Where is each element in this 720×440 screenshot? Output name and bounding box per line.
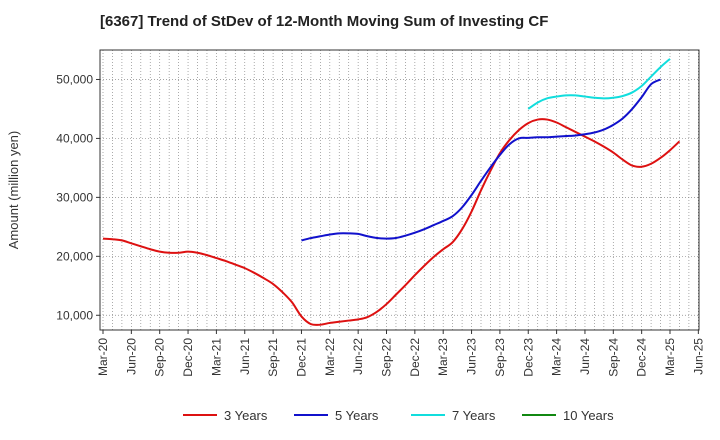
series-line-3-years bbox=[102, 118, 681, 326]
x-tick-label: Sep-23 bbox=[493, 338, 507, 377]
x-tick-label: Mar-24 bbox=[550, 338, 564, 376]
x-tick-label: Jun-22 bbox=[351, 338, 365, 375]
x-tick-label: Dec-20 bbox=[181, 338, 195, 377]
y-tick-label: 10,000 bbox=[56, 308, 93, 322]
x-tick-label: Sep-24 bbox=[606, 338, 620, 377]
x-tick-label: Jun-20 bbox=[124, 338, 138, 375]
chart-title: [6367] Trend of StDev of 12-Month Moving… bbox=[100, 13, 548, 30]
x-axis: Mar-20 Jun-20 Sep-20 Dec-20 Mar-21 Jun-21 Sep-… bbox=[96, 330, 705, 377]
x-tick-label: Mar-25 bbox=[663, 338, 677, 376]
x-tick-label: Jun-21 bbox=[238, 338, 252, 375]
series-line-7-years bbox=[527, 58, 671, 110]
y-tick-label: 40,000 bbox=[56, 131, 93, 145]
y-axis-label: Amount (million yen) bbox=[6, 131, 21, 250]
x-tick-label: Sep-20 bbox=[153, 338, 167, 377]
x-tick-label: Sep-22 bbox=[380, 338, 394, 377]
x-tick-label: Jun-23 bbox=[465, 338, 479, 375]
legend-label-3-years: 3 Years bbox=[224, 408, 268, 423]
x-tick-label: Jun-25 bbox=[691, 338, 705, 375]
y-axis: 10,000 20,000 30,000 40,000 50,000 bbox=[56, 72, 100, 322]
x-tick-label: Dec-24 bbox=[635, 338, 649, 377]
x-tick-label: Mar-23 bbox=[436, 338, 450, 376]
legend-label-10-years: 10 Years bbox=[563, 408, 614, 423]
plot-area bbox=[99, 49, 700, 331]
x-tick-label: Mar-22 bbox=[323, 338, 337, 376]
legend: 3 Years 5 Years 7 Years 10 Years bbox=[183, 408, 614, 423]
x-tick-label: Dec-23 bbox=[521, 338, 535, 377]
gridlines bbox=[100, 50, 699, 330]
y-tick-label: 30,000 bbox=[56, 190, 93, 204]
x-tick-label: Dec-21 bbox=[294, 338, 308, 377]
x-tick-label: Jun-24 bbox=[578, 338, 592, 375]
series-line-5-years bbox=[301, 78, 661, 242]
x-tick-label: Mar-21 bbox=[209, 338, 223, 376]
legend-label-5-years: 5 Years bbox=[335, 408, 379, 423]
x-tick-label: Sep-21 bbox=[266, 338, 280, 377]
legend-label-7-years: 7 Years bbox=[452, 408, 496, 423]
x-tick-label: Dec-22 bbox=[408, 338, 422, 377]
y-tick-label: 50,000 bbox=[56, 72, 93, 86]
series-lines bbox=[102, 58, 681, 326]
y-tick-label: 20,000 bbox=[56, 249, 93, 263]
x-tick-label: Mar-20 bbox=[96, 338, 110, 376]
